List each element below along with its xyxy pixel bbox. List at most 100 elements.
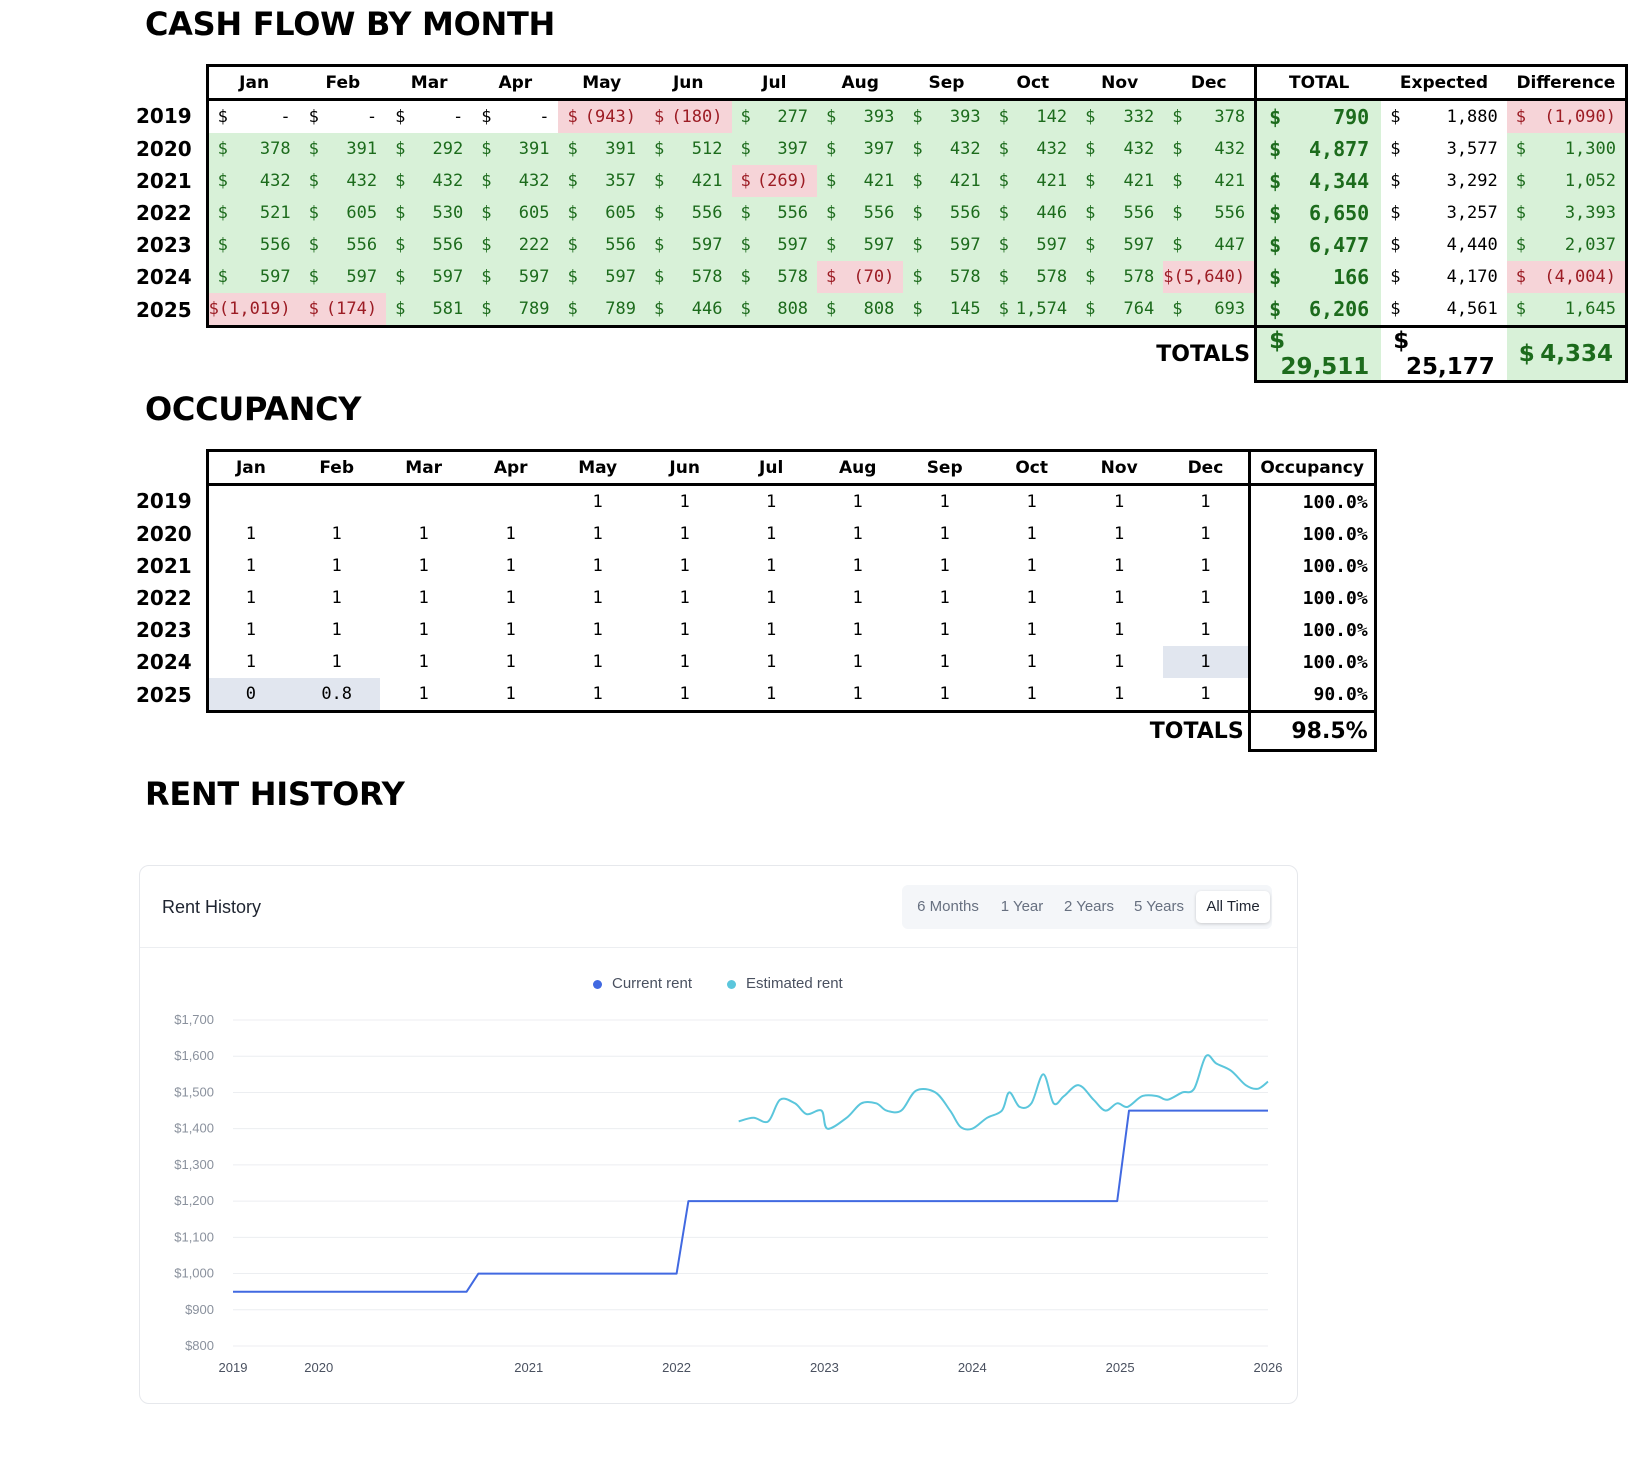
- grand-total-cell: $29,511: [1254, 325, 1382, 383]
- currency-symbol: $: [740, 235, 751, 255]
- cashflow-cell: $597: [472, 261, 559, 293]
- difference-cell: $ (1,090): [1506, 99, 1628, 133]
- currency-symbol: $: [1085, 267, 1096, 287]
- cell-value: 556: [259, 235, 291, 255]
- month-header: Jun: [644, 64, 732, 101]
- expected-cell: $3,257: [1381, 197, 1507, 229]
- occupancy-cell: 1: [505, 652, 516, 672]
- cell-value: 378: [1214, 107, 1246, 127]
- occupancy-cell: 1: [331, 556, 342, 576]
- rent-history-chart: $800 $900 $1,000 $1,100 $1,200 $1,300 $1,400 $1…: [174, 1012, 1282, 1375]
- occupancy-cell: 1: [505, 524, 516, 544]
- range-5-years-button[interactable]: 5 Years: [1133, 898, 1185, 915]
- currency-symbol: $: [481, 139, 492, 159]
- row-total: 6,206: [1309, 297, 1370, 321]
- currency-symbol: $: [653, 267, 665, 287]
- range-6-months-button[interactable]: 6 Months: [917, 898, 979, 915]
- currency-symbol: $: [308, 171, 319, 191]
- currency-symbol: $: [395, 203, 406, 223]
- currency-symbol: $: [481, 299, 492, 319]
- occupancy-cell: 1: [205, 646, 294, 678]
- cell-value: 391: [605, 139, 636, 159]
- currency-symbol: $: [395, 107, 406, 127]
- cell-value: 597: [691, 235, 723, 255]
- legend-current-rent[interactable]: Current rent: [593, 975, 692, 992]
- currency-symbol: $: [740, 139, 751, 159]
- cashflow-totals-row: TOTALS $29,511 $25,177 $4,334: [136, 325, 1628, 383]
- cashflow-cell: $432: [1163, 133, 1256, 165]
- occupancy-cell: 1: [641, 678, 729, 713]
- currency-symbol: $: [1085, 107, 1096, 127]
- legend-estimated-rent[interactable]: Estimated rent: [727, 975, 843, 992]
- range-2-years-button[interactable]: 2 Years: [1063, 898, 1115, 915]
- occupancy-percent: 100.0%: [1247, 614, 1377, 646]
- row-total-cell: $790: [1254, 99, 1382, 133]
- currency-symbol: $: [1085, 235, 1096, 255]
- cashflow-cell: $578: [903, 261, 990, 293]
- occupancy-cell: 1: [1114, 524, 1125, 544]
- currency-symbol: $: [395, 139, 406, 159]
- totals-label: TOTALS: [1156, 342, 1251, 368]
- range-1-year-button[interactable]: 1 Year: [1000, 898, 1044, 915]
- row-year: 2020: [136, 137, 192, 161]
- currency-symbol: $: [481, 203, 492, 223]
- cashflow-cell: $597: [989, 229, 1077, 261]
- cashflow-cell: $432: [903, 133, 990, 165]
- currency-symbol: $: [567, 171, 578, 191]
- currency-symbol: $: [567, 203, 578, 223]
- currency-symbol: $: [998, 107, 1009, 127]
- time-range-selector: 6 Months 1 Year 2 Years 5 Years All Time: [902, 885, 1272, 929]
- cashflow-cell: $ (70): [817, 261, 904, 293]
- cell-value: 789: [605, 299, 636, 319]
- currency-symbol: $: [1515, 139, 1527, 159]
- currency-symbol: $: [1518, 341, 1535, 367]
- row-total-cell: $4,877: [1254, 133, 1382, 165]
- expected-value: 4,440: [1446, 235, 1498, 255]
- expected-value: 4,170: [1446, 267, 1498, 287]
- currency-symbol: $: [1172, 235, 1183, 255]
- month-header: Sep: [903, 64, 990, 101]
- difference-value: 3,393: [1564, 203, 1616, 223]
- difference-cell: $1,645: [1506, 293, 1628, 328]
- currency-symbol: $: [912, 299, 923, 319]
- cell-value: 421: [1123, 171, 1155, 191]
- occupancy-cell: 1: [331, 588, 342, 608]
- cashflow-cell: $597: [903, 229, 990, 261]
- expected-value: 1,880: [1446, 107, 1498, 127]
- currency-symbol: $: [653, 299, 665, 319]
- cell-value: 446: [691, 299, 723, 319]
- currency-symbol: $: [1390, 299, 1401, 319]
- expected-cell: $3,292: [1381, 165, 1507, 197]
- cell-value: 378: [259, 139, 291, 159]
- cell-value: 393: [949, 107, 981, 127]
- occupancy-cell: 1: [1114, 492, 1125, 512]
- y-tick-label: $1,000: [174, 1266, 214, 1281]
- y-tick-label: $1,500: [174, 1084, 214, 1099]
- month-header: Oct: [988, 449, 1076, 486]
- y-tick-label: $1,400: [174, 1121, 214, 1136]
- row-total: 4,344: [1309, 169, 1370, 193]
- occupancy-row: 2025 0 0.8 1 1 1 1 1 1 1 1 1 1 90.0%: [136, 678, 1377, 713]
- cashflow-cell: $578: [644, 261, 732, 293]
- occupancy-cell: 1: [205, 582, 294, 614]
- expected-value: 3,292: [1446, 171, 1498, 191]
- x-tick-label: 2019: [219, 1360, 248, 1375]
- occupancy-cell: 1: [1026, 620, 1037, 640]
- cell-value: 556: [605, 235, 636, 255]
- range-all-time-button[interactable]: All Time: [1196, 891, 1270, 923]
- y-tick-label: $1,600: [174, 1048, 214, 1063]
- cell-value: 145: [949, 299, 981, 319]
- cashflow-cell: $556: [1163, 197, 1256, 229]
- cell-value: 764: [1123, 299, 1155, 319]
- occupancy-cell: 1: [331, 652, 342, 672]
- currency-symbol: $: [653, 107, 665, 127]
- cashflow-cell: $808: [817, 293, 904, 328]
- expected-cell: $4,440: [1381, 229, 1507, 261]
- occupancy-cell: 1: [939, 620, 950, 640]
- month-header: Feb: [293, 449, 381, 486]
- cell-value: 432: [1214, 139, 1246, 159]
- cell-value: 222: [518, 235, 550, 255]
- cashflow-cell: $556: [644, 197, 732, 229]
- currency-symbol: $: [740, 171, 751, 191]
- cell-value: 397: [777, 139, 809, 159]
